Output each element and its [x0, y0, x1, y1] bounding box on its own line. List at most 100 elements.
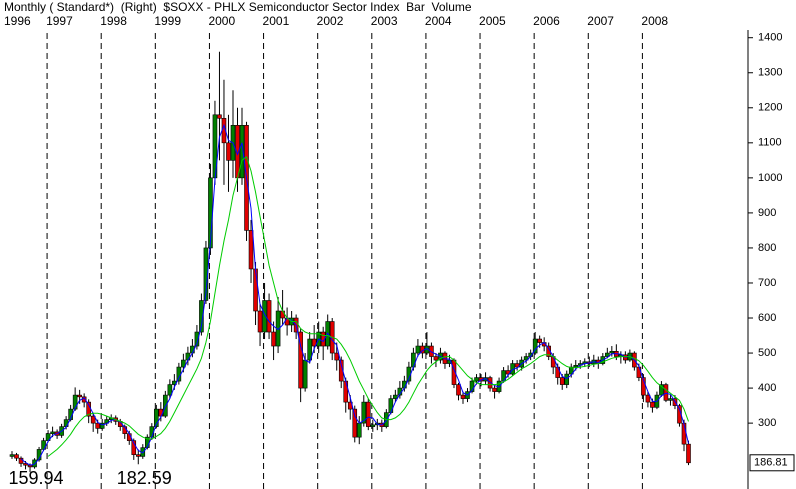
candle-body — [650, 401, 655, 408]
y-tick-label: 1400 — [758, 32, 782, 44]
candle-body — [492, 387, 497, 392]
candle-body — [311, 338, 317, 347]
candle-body — [663, 384, 669, 401]
x-tick-label: 2006 — [533, 14, 560, 28]
candle-body — [365, 401, 371, 427]
x-tick-label: 2000 — [208, 14, 235, 28]
chart-title: Monthly ( Standard*) (Right) $SOXX - PHL… — [4, 0, 472, 14]
last-price-label: 186.81 — [754, 457, 788, 469]
candle-body — [645, 394, 651, 403]
candle-body — [90, 415, 96, 424]
candle-body — [320, 331, 326, 347]
last-price-box — [749, 454, 795, 472]
candle-body — [469, 380, 475, 392]
x-tick-label: 2008 — [641, 14, 668, 28]
candle-body — [388, 398, 394, 413]
candle-body — [154, 408, 159, 427]
x-tick-label: 2002 — [317, 14, 344, 28]
candle-body — [194, 331, 200, 347]
candle-body — [266, 300, 272, 333]
candle-body — [334, 352, 340, 361]
candle-body — [460, 394, 466, 399]
candle-body — [280, 310, 285, 319]
candle-body — [361, 401, 367, 424]
candle-body — [239, 125, 245, 179]
candle-body — [605, 352, 610, 357]
y-tick-label: 600 — [758, 312, 776, 324]
low-annotation: 182.59 — [117, 468, 172, 488]
y-tick-label: 1000 — [758, 172, 782, 184]
candle-body — [555, 366, 561, 378]
candle-body — [14, 454, 19, 459]
candle-body — [199, 300, 204, 333]
candle-body — [104, 419, 110, 424]
candle-body — [356, 422, 362, 438]
candle-body — [217, 114, 222, 119]
candle-body — [77, 394, 82, 398]
candle-body — [523, 356, 529, 361]
candle-body — [532, 338, 538, 354]
candle-body — [50, 431, 55, 434]
candle-body — [514, 363, 520, 368]
y-tick-label: 700 — [758, 277, 776, 289]
y-tick-label: 1100 — [758, 137, 782, 149]
candle-body — [9, 454, 15, 457]
x-tick-label: 2003 — [371, 14, 398, 28]
candle-body — [226, 142, 231, 161]
candle-body — [176, 366, 182, 382]
candle-body — [609, 350, 615, 354]
candle-body — [262, 300, 267, 333]
ma-line — [47, 155, 689, 457]
candle-body — [573, 365, 579, 368]
candle-body — [253, 268, 258, 312]
candle-body — [298, 331, 303, 389]
low-annotation: 159.94 — [9, 468, 64, 488]
candle-body — [99, 422, 105, 429]
candle-body — [95, 422, 100, 429]
candle-body — [411, 352, 416, 368]
y-tick-label: 400 — [758, 382, 776, 394]
candle-body — [564, 373, 570, 385]
candle-body — [636, 366, 642, 378]
candle-body — [659, 384, 664, 396]
candle-body — [429, 345, 434, 357]
candle-body — [487, 377, 493, 389]
y-tick-label: 800 — [758, 242, 776, 254]
candle-body — [181, 359, 186, 368]
x-tick-label: 2001 — [263, 14, 290, 28]
y-tick-label: 500 — [758, 347, 776, 359]
candle-body — [257, 310, 263, 333]
y-tick-label: 900 — [758, 207, 776, 219]
candle-body — [307, 338, 312, 361]
y-tick-label: 1200 — [758, 102, 782, 114]
candle-body — [537, 338, 542, 343]
candle-body — [131, 440, 137, 455]
candle-body — [474, 377, 479, 382]
candle-body — [433, 356, 439, 361]
candle-body — [135, 454, 141, 457]
candle-body — [393, 394, 398, 399]
candle-body — [23, 463, 28, 466]
y-tick-label: 300 — [758, 417, 776, 429]
candle-body — [185, 352, 191, 361]
x-tick-label: 2007 — [587, 14, 614, 28]
x-tick-label: 2004 — [425, 14, 452, 28]
candle-body — [302, 359, 308, 389]
candle-body — [568, 366, 574, 375]
x-tick-label: 1996 — [4, 14, 31, 28]
candle-body — [271, 331, 276, 347]
candle-body — [559, 377, 565, 385]
candle-body — [686, 443, 691, 464]
y-tick-label: 1300 — [758, 67, 782, 79]
candle-body — [352, 408, 358, 438]
candle-body — [668, 398, 673, 401]
candle-body — [456, 384, 461, 396]
candle-body — [167, 384, 173, 396]
candle-body — [343, 380, 349, 403]
x-tick-label: 1999 — [154, 14, 181, 28]
x-tick-label: 1997 — [46, 14, 73, 28]
candle-body — [72, 394, 78, 410]
x-tick-label: 2005 — [479, 14, 506, 28]
